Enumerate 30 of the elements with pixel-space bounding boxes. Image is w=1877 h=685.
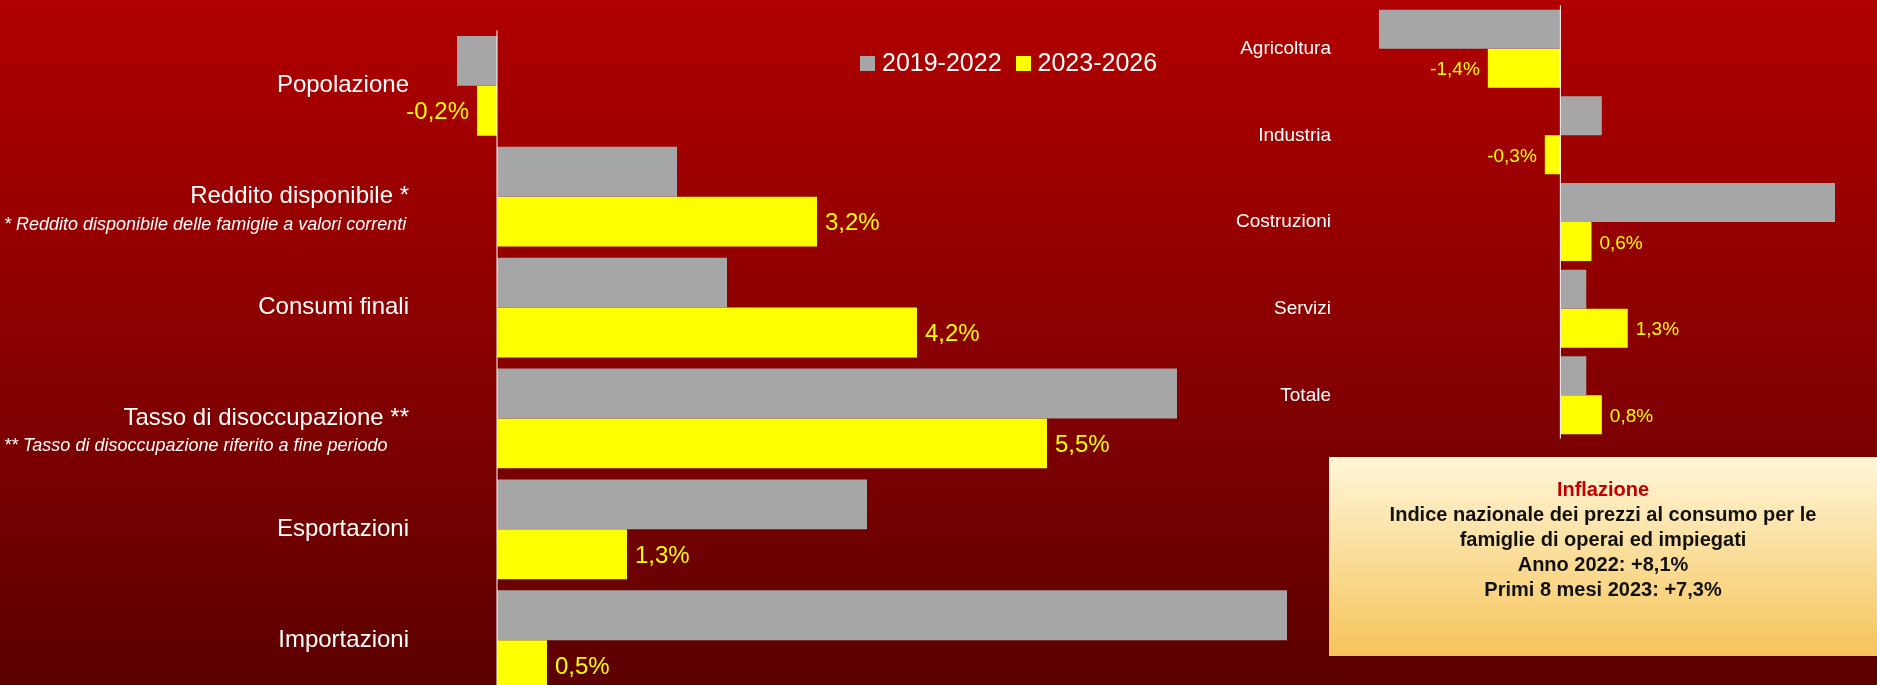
y-tick-label: Importazioni — [278, 624, 409, 652]
data-label: 0,6% — [1599, 231, 1643, 253]
data-label: 0,5% — [555, 651, 610, 679]
y-tick-label: Popolazione — [276, 70, 409, 98]
data-label: -0,3% — [1487, 145, 1537, 167]
data-label: 4,2% — [925, 319, 980, 347]
data-label: 0,8% — [1609, 405, 1654, 427]
y-tick-label: Tasso di disoccupazione ** — [123, 403, 409, 431]
data-label: 5,5% — [1055, 430, 1110, 457]
y-tick-label: Servizi — [1273, 296, 1331, 318]
y-tick-label: Esportazioni — [276, 513, 409, 541]
data-label: -0,2% — [406, 97, 469, 125]
y-tick-label: Totale — [1280, 383, 1331, 405]
text: ** Tasso di disoccupazione riferito a fine periodo — [4, 435, 388, 456]
data-label: -1,4% — [1430, 58, 1480, 80]
y-tick-label: Agricoltura — [1240, 36, 1332, 58]
data-label: 1,3% — [635, 540, 690, 568]
data-label: 1,3% — [1635, 318, 1680, 340]
y-tick-label: Reddito disponibile * — [190, 181, 409, 209]
text: Anno 2022: +8,1% — [1516, 552, 1690, 577]
y-tick-label: Consumi finali — [258, 292, 409, 320]
y-tick-label: Costruzioni — [1235, 210, 1331, 232]
text: Primi 8 mesi 2023: +7,3% — [1483, 577, 1723, 602]
legend-label: 2023-2026 — [1036, 48, 1158, 77]
data-label: 3,2% — [825, 208, 880, 236]
text: Inflazione — [1555, 477, 1651, 502]
y-tick-label: Industria — [1258, 123, 1332, 145]
legend-label: 2019-2022 — [881, 48, 1002, 77]
text: * Reddito disponibile delle famiglie a valori correnti — [4, 213, 408, 234]
text: Indice nazionale dei prezzi al consumo per le famiglie di operai ed impiegati — [1388, 502, 1818, 552]
